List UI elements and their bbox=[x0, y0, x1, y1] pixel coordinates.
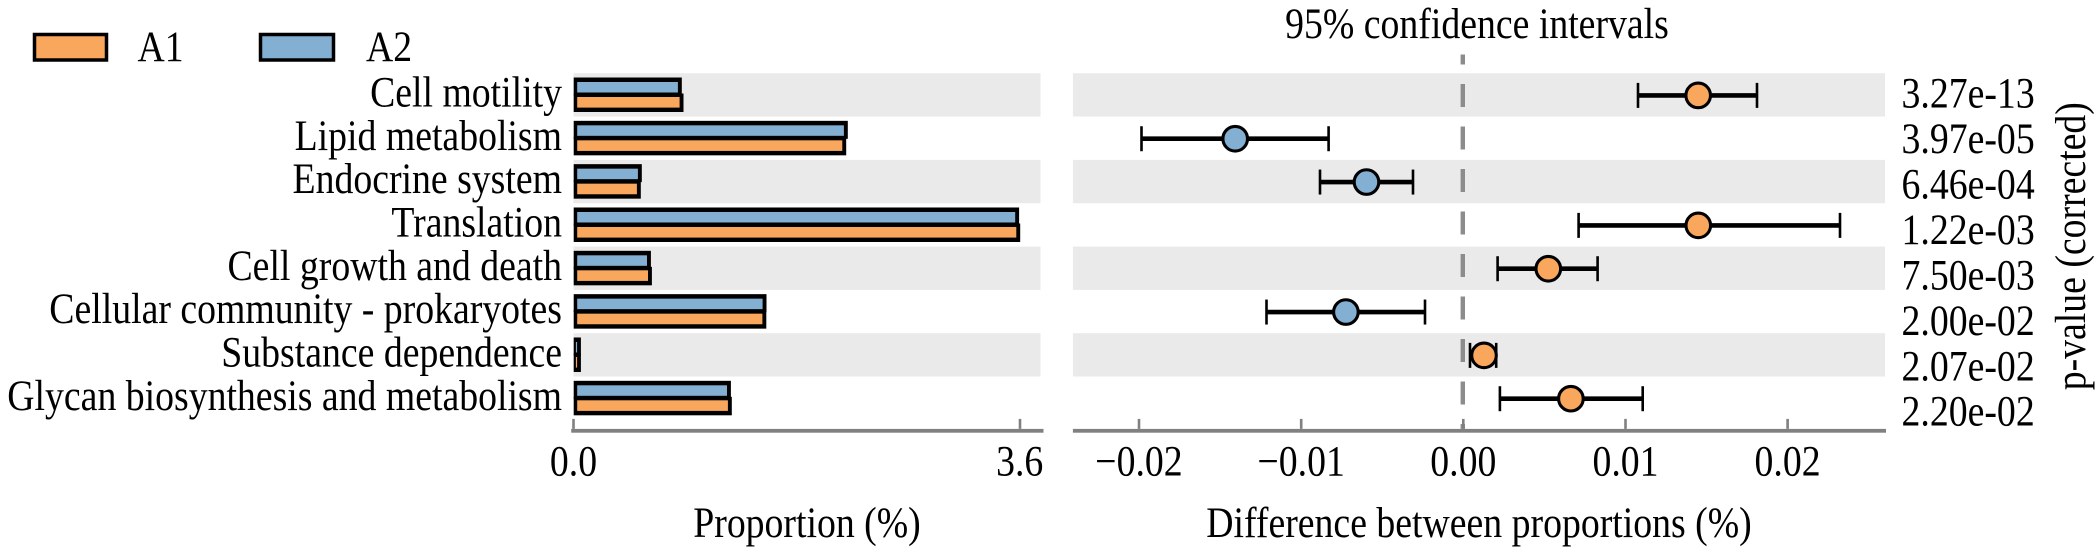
svg-text:95% confidence intervals: 95% confidence intervals bbox=[1285, 1, 1669, 48]
svg-text:Translation: Translation bbox=[391, 199, 562, 246]
svg-text:1.22e-03: 1.22e-03 bbox=[1902, 207, 2035, 254]
svg-text:0.01: 0.01 bbox=[1592, 439, 1658, 486]
svg-text:Lipid metabolism: Lipid metabolism bbox=[295, 113, 562, 160]
svg-text:2.20e-02: 2.20e-02 bbox=[1902, 389, 2035, 436]
svg-text:A2: A2 bbox=[366, 24, 412, 71]
svg-text:Difference between proportions: Difference between proportions (%) bbox=[1206, 500, 1752, 547]
svg-text:−0.01: −0.01 bbox=[1258, 439, 1345, 486]
svg-text:Proportion (%): Proportion (%) bbox=[693, 500, 921, 547]
svg-text:0.0: 0.0 bbox=[550, 439, 597, 486]
svg-text:Cellular community - prokaryot: Cellular community - prokaryotes bbox=[49, 286, 562, 333]
svg-text:3.97e-05: 3.97e-05 bbox=[1902, 116, 2035, 163]
svg-text:2.07e-02: 2.07e-02 bbox=[1902, 343, 2035, 390]
svg-text:Cell growth and death: Cell growth and death bbox=[228, 243, 563, 290]
svg-text:Glycan biosynthesis and metabo: Glycan biosynthesis and metabolism bbox=[7, 373, 562, 420]
svg-text:A1: A1 bbox=[138, 24, 184, 71]
svg-text:p-value (corrected): p-value (corrected) bbox=[2048, 102, 2095, 390]
svg-text:Cell motility: Cell motility bbox=[370, 70, 562, 117]
svg-text:Endocrine system: Endocrine system bbox=[293, 156, 563, 203]
svg-text:2.00e-02: 2.00e-02 bbox=[1902, 298, 2035, 345]
svg-text:6.46e-04: 6.46e-04 bbox=[1902, 161, 2035, 208]
svg-text:3.27e-13: 3.27e-13 bbox=[1902, 71, 2035, 118]
svg-text:3.6: 3.6 bbox=[996, 439, 1043, 486]
svg-text:−0.02: −0.02 bbox=[1095, 439, 1182, 486]
svg-text:7.50e-03: 7.50e-03 bbox=[1902, 252, 2035, 299]
svg-text:0.02: 0.02 bbox=[1755, 439, 1821, 486]
svg-text:0.00: 0.00 bbox=[1430, 439, 1496, 486]
svg-text:Substance dependence: Substance dependence bbox=[221, 329, 562, 376]
